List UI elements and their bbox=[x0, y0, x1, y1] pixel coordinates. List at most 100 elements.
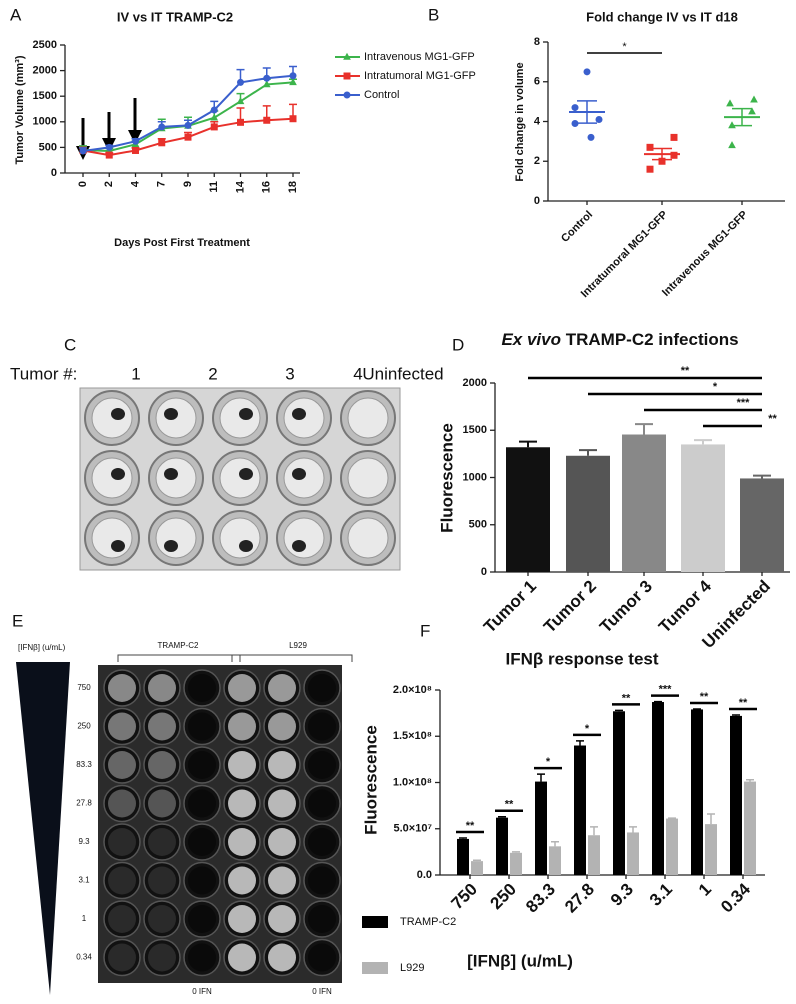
bar bbox=[744, 781, 756, 875]
significance-label: ** bbox=[681, 365, 690, 377]
y-tick-label: 2000 bbox=[463, 377, 487, 389]
marker bbox=[184, 121, 192, 129]
y-tick-label: 2500 bbox=[33, 39, 57, 51]
infection-spot bbox=[239, 468, 253, 480]
error-bar bbox=[732, 714, 740, 716]
y-tick-label: 1500 bbox=[463, 424, 487, 436]
error-bar bbox=[551, 840, 559, 847]
well-inner bbox=[188, 712, 216, 741]
chart-title: Fold change IV vs IT d18 bbox=[586, 9, 738, 24]
bar bbox=[740, 478, 784, 572]
well-inner bbox=[148, 866, 176, 895]
infection-spot bbox=[239, 408, 253, 420]
marker bbox=[210, 106, 218, 114]
legend-label: Intratumoral MG1-GFP bbox=[364, 70, 476, 82]
x-tick-label: 11 bbox=[208, 181, 220, 193]
marker bbox=[728, 121, 736, 129]
y-tick-label: 500 bbox=[39, 141, 57, 153]
well-inner bbox=[308, 674, 336, 702]
marker bbox=[262, 80, 271, 88]
bar bbox=[627, 832, 639, 875]
legend-swatch bbox=[362, 916, 388, 928]
error-bar bbox=[615, 709, 623, 712]
well-inner bbox=[347, 517, 389, 559]
marker bbox=[726, 99, 734, 107]
y-tick-label: 8 bbox=[534, 36, 540, 48]
well-inner bbox=[268, 789, 296, 818]
well-inner bbox=[228, 789, 256, 818]
significance-label: * bbox=[585, 723, 590, 735]
bar bbox=[730, 715, 742, 875]
marker bbox=[343, 72, 351, 80]
well-inner bbox=[228, 866, 256, 895]
significance-label: *** bbox=[659, 683, 673, 695]
significance-label: * bbox=[713, 381, 718, 393]
marker bbox=[132, 146, 139, 154]
marker bbox=[658, 157, 666, 165]
well-inner bbox=[148, 751, 176, 779]
marker bbox=[587, 133, 595, 141]
well-inner bbox=[228, 712, 256, 741]
infection-spot bbox=[164, 540, 178, 552]
bar bbox=[566, 455, 610, 572]
x-tick-label: 4 bbox=[129, 180, 141, 187]
column-label: 3 bbox=[285, 364, 294, 383]
well-inner bbox=[228, 674, 256, 702]
marker bbox=[583, 68, 591, 76]
infection-spot bbox=[292, 540, 306, 552]
well-inner bbox=[108, 751, 136, 779]
error-bar bbox=[519, 440, 537, 448]
y-tick-label: 0 bbox=[51, 167, 57, 179]
marker bbox=[263, 74, 271, 82]
bar bbox=[666, 818, 678, 875]
error-bar bbox=[652, 147, 672, 161]
marker bbox=[237, 78, 244, 86]
marker bbox=[750, 95, 758, 103]
infection-spot bbox=[164, 468, 178, 480]
panel-letter: A bbox=[10, 5, 22, 24]
y-tick-label: 0 bbox=[481, 566, 487, 578]
column-label: 2 bbox=[208, 364, 217, 383]
marker bbox=[158, 139, 166, 147]
well-inner bbox=[308, 866, 336, 895]
chart-title: IV vs IT TRAMP-C2 bbox=[117, 9, 233, 24]
well-inner bbox=[91, 517, 133, 559]
x-tick-label: 18 bbox=[287, 181, 299, 193]
legend-label: Intravenous MG1-GFP bbox=[364, 51, 475, 63]
x-tick-label: 14 bbox=[234, 180, 246, 193]
panel-letter: B bbox=[428, 5, 439, 24]
infection-spot bbox=[239, 540, 253, 552]
bar bbox=[574, 745, 586, 875]
well-inner bbox=[308, 789, 336, 818]
row-label: 83.3 bbox=[76, 760, 92, 769]
well-inner bbox=[108, 905, 136, 933]
marker bbox=[748, 107, 756, 115]
well-inner bbox=[148, 789, 176, 818]
bar bbox=[510, 852, 522, 875]
panel-letter: C bbox=[64, 335, 76, 354]
marker bbox=[263, 116, 271, 124]
bar bbox=[613, 711, 625, 875]
marker bbox=[571, 119, 579, 127]
y-tick-label: 1.5×10⁸ bbox=[393, 730, 432, 742]
significance-label: * bbox=[622, 41, 627, 53]
y-tick-label: 1500 bbox=[33, 90, 57, 102]
bar bbox=[457, 838, 469, 875]
marker bbox=[289, 78, 297, 86]
well-inner bbox=[219, 517, 261, 559]
well-inner bbox=[91, 457, 133, 499]
concentration-wedge bbox=[16, 662, 70, 995]
infection-spot bbox=[292, 468, 306, 480]
x-axis-label: Days Post First Treatment bbox=[114, 237, 250, 249]
bar bbox=[681, 444, 725, 572]
well-inner bbox=[188, 943, 216, 972]
bar bbox=[691, 709, 703, 875]
marker bbox=[728, 141, 736, 149]
marker bbox=[105, 143, 113, 151]
y-tick-label: 0 bbox=[534, 195, 540, 207]
significance-label: ** bbox=[466, 820, 475, 832]
marker bbox=[646, 165, 654, 173]
error-bar bbox=[459, 837, 467, 839]
row-label: 27.8 bbox=[76, 799, 92, 808]
well-inner bbox=[283, 517, 325, 559]
